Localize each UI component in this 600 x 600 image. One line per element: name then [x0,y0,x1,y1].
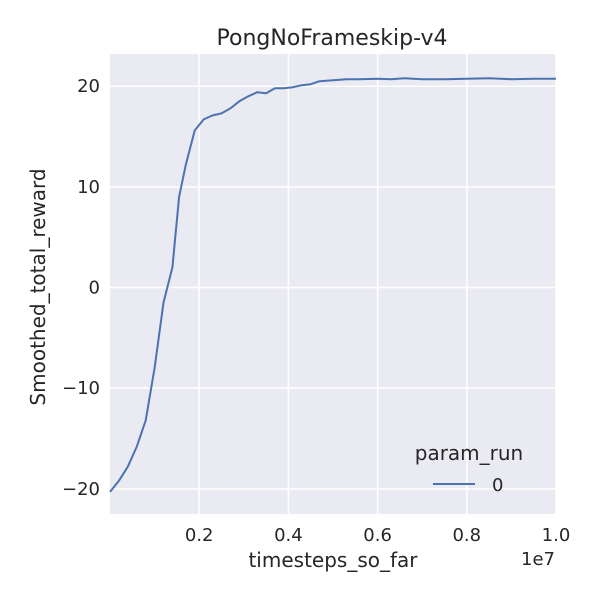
legend: param_run 0 [415,441,524,496]
x-axis-label: timesteps_so_far [248,548,418,572]
y-tick-label: 20 [77,76,100,97]
series-lines [109,77,556,493]
series-line-0 [109,77,556,493]
legend-label-0: 0 [492,475,503,496]
y-tick-label: −10 [62,378,100,399]
plot-area [110,54,556,514]
grid-lines [110,54,557,514]
x-axis-offset-text: 1e7 [521,549,555,570]
x-tick-label: 0.8 [452,525,481,546]
y-tick-labels: 20 10 0 −10 −20 [62,76,100,500]
x-tick-label: 0.6 [363,525,392,546]
legend-title: param_run [415,441,524,465]
chart-title: PongNoFrameskip-v4 [217,26,448,51]
y-tick-label: −20 [62,479,100,500]
x-tick-labels: 0.2 0.4 0.6 0.8 1.0 [185,525,570,546]
x-tick-label: 0.4 [274,525,303,546]
y-tick-label: 0 [89,278,100,299]
y-axis-label: Smoothed_total_reward [26,168,50,405]
x-tick-label: 0.2 [185,525,214,546]
x-tick-label: 1.0 [542,525,571,546]
y-tick-label: 10 [77,177,100,198]
